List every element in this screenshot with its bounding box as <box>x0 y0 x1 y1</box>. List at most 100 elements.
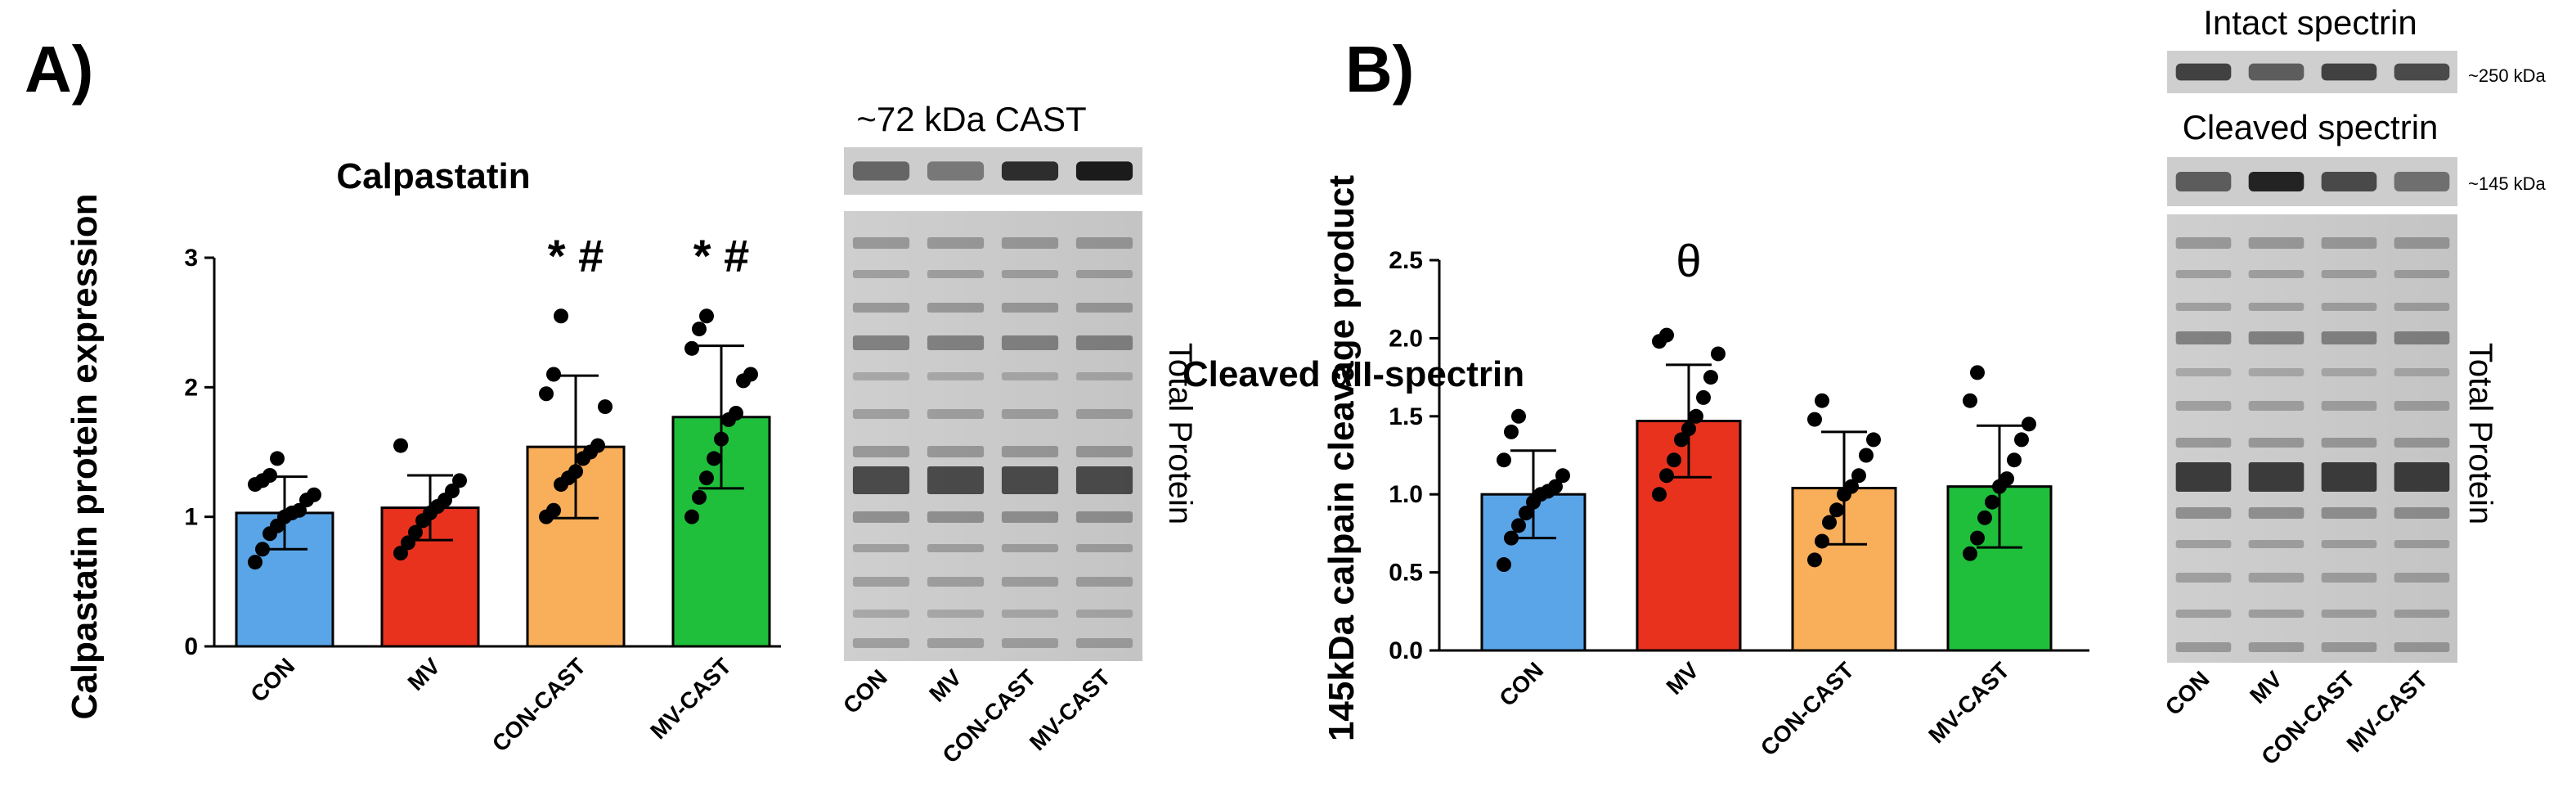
blot-band <box>2321 172 2377 191</box>
protein-band <box>2321 573 2377 583</box>
data-point <box>1822 515 1837 530</box>
protein-band <box>2394 610 2450 618</box>
intact-spectrin-label: Intact spectrin <box>2203 3 2417 42</box>
western-blot-b: Intact spectrin ~250 kDa Cleaved spectri… <box>2161 3 2547 770</box>
protein-band <box>1001 610 1059 618</box>
blot-band <box>852 161 910 181</box>
data-point <box>1851 468 1866 484</box>
data-point <box>1519 506 1533 521</box>
protein-band <box>2175 540 2232 548</box>
protein-band <box>1001 511 1059 523</box>
protein-band <box>2248 438 2304 448</box>
protein-band <box>2248 270 2304 278</box>
protein-band <box>2321 438 2377 448</box>
protein-band <box>927 237 985 249</box>
protein-band <box>927 511 985 523</box>
y-axis-label: Calpastatin protein expression <box>65 193 105 719</box>
data-point <box>393 438 408 453</box>
blot-band <box>2175 172 2232 191</box>
data-point <box>684 340 699 356</box>
protein-band <box>1001 237 1059 249</box>
data-point <box>1985 494 1999 510</box>
protein-band <box>852 511 910 523</box>
data-point <box>1807 552 1822 568</box>
data-point <box>1970 365 1985 380</box>
protein-band <box>927 409 985 419</box>
data-point <box>1703 370 1718 385</box>
y-tick-label: 2.0 <box>1389 325 1423 352</box>
lane-label: MV <box>2245 666 2287 709</box>
category-label: MV <box>403 653 446 695</box>
y-tick-label: 1 <box>184 504 198 531</box>
data-point <box>1674 432 1689 448</box>
protein-band <box>2394 438 2450 448</box>
blot-band <box>2248 63 2304 81</box>
protein-band <box>2175 610 2232 618</box>
protein-band <box>2321 401 2377 411</box>
protein-band <box>1075 303 1133 313</box>
panel-letter-b: B) <box>1345 33 1414 106</box>
significance-marker: * # <box>548 230 604 281</box>
protein-band <box>2175 642 2232 652</box>
data-point <box>1659 468 1674 484</box>
protein-band <box>2321 610 2377 618</box>
protein-band <box>2175 573 2232 583</box>
data-point <box>263 468 277 483</box>
protein-band <box>1075 610 1133 618</box>
protein-band <box>2394 401 2450 411</box>
data-point <box>2014 432 2029 448</box>
data-point <box>1711 346 1726 362</box>
protein-band <box>2175 237 2232 249</box>
protein-band <box>927 466 985 494</box>
blot-band <box>927 161 985 181</box>
y-tick-label: 0.5 <box>1389 560 1423 587</box>
protein-band <box>2248 401 2304 411</box>
protein-band <box>1075 544 1133 552</box>
protein-band <box>2248 573 2304 583</box>
protein-band <box>1001 335 1059 350</box>
protein-band <box>1075 577 1133 587</box>
protein-band <box>2248 610 2304 618</box>
data-point <box>590 438 605 453</box>
protein-band <box>852 335 910 350</box>
protein-band <box>2321 331 2377 344</box>
data-point <box>1652 487 1667 502</box>
protein-band <box>927 638 985 648</box>
protein-band <box>927 372 985 380</box>
protein-band <box>2394 237 2450 249</box>
data-point <box>729 406 743 421</box>
category-label: MV <box>1662 657 1704 700</box>
total-protein-label: Total Protein <box>1162 343 1198 524</box>
data-point <box>307 487 321 502</box>
data-point <box>1970 530 1985 546</box>
protein-band <box>927 544 985 552</box>
intact-kda-label: ~250 kDa <box>2468 65 2547 86</box>
data-point <box>743 367 758 382</box>
y-tick-label: 0 <box>184 633 198 660</box>
lane-label: CON <box>2161 666 2215 720</box>
lane-label: CON <box>838 664 892 718</box>
cleaved-kda-label: ~145 kDa <box>2468 173 2547 194</box>
blot-band <box>2321 63 2377 81</box>
data-point <box>1548 479 1563 494</box>
protein-band <box>1075 335 1133 350</box>
protein-band <box>852 270 910 278</box>
data-point <box>1866 432 1881 448</box>
y-tick-label: 1.5 <box>1389 403 1423 430</box>
data-point <box>2007 452 2022 468</box>
category-label: MV-CAST <box>645 653 736 744</box>
protein-band <box>1001 577 1059 587</box>
protein-band <box>2394 331 2450 344</box>
data-point <box>1815 533 1829 549</box>
protein-band <box>2175 303 2232 311</box>
protein-band <box>1075 446 1133 457</box>
data-point <box>1829 502 1844 518</box>
y-tick-label: 3 <box>184 245 198 272</box>
data-point <box>1977 510 1992 525</box>
protein-band <box>2175 438 2232 448</box>
y-tick-label: 0.0 <box>1389 637 1423 664</box>
data-point <box>1659 327 1674 343</box>
protein-band <box>2248 303 2304 311</box>
y-tick-label: 2 <box>184 374 198 401</box>
protein-band <box>2394 507 2450 519</box>
